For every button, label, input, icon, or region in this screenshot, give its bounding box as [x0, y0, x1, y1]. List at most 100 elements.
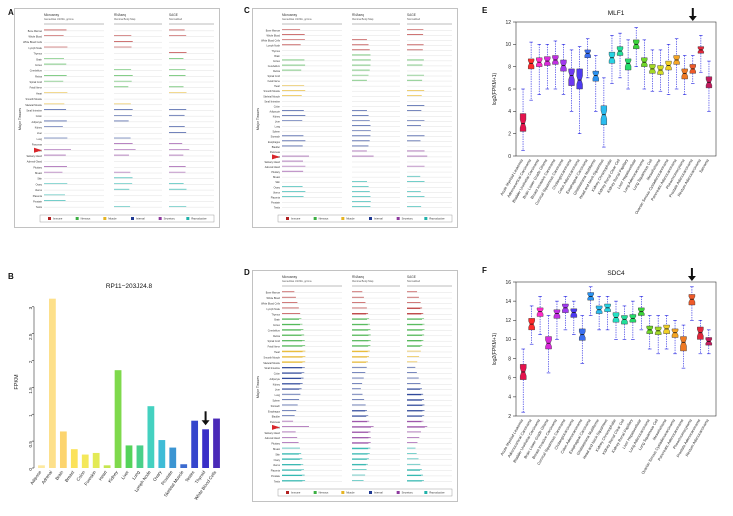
tissue-label: Spinal Cord — [30, 81, 43, 84]
tissue-label: Brain — [36, 58, 42, 61]
bar — [59, 431, 67, 468]
tissue-label: Liver — [275, 121, 280, 124]
x-tick-label: Heart — [98, 469, 109, 481]
legend-box — [277, 214, 453, 223]
box — [545, 336, 552, 350]
tissue-label: Skeletal Muscle — [263, 362, 280, 365]
legend-label: Muscle — [108, 217, 117, 221]
bar — [191, 420, 199, 468]
tissue-label: Stomach — [271, 405, 281, 408]
legend-box — [277, 488, 453, 497]
tissue-label: Breast — [35, 172, 42, 175]
panel-label-f: F — [482, 266, 487, 275]
tissue-label: Pancreas — [270, 421, 281, 424]
y-tick-label: 10 — [505, 42, 511, 48]
box — [671, 328, 679, 338]
tissue-label: Retina — [273, 70, 281, 73]
box — [576, 68, 583, 90]
tissue-label: Cortex — [35, 64, 43, 67]
tissue-label: Liver — [275, 389, 280, 392]
tissue-label: Lung — [275, 394, 281, 397]
plot-frame — [515, 281, 717, 417]
y-tick-label: 0 — [508, 154, 511, 160]
tissue-label: Smooth Muscle — [264, 356, 281, 359]
column-header: RNAseq — [114, 13, 126, 17]
arrow-head-icon — [687, 276, 696, 281]
y-tick-label: 0.5 — [28, 441, 33, 448]
legend-swatch — [313, 217, 317, 220]
box — [562, 303, 569, 313]
tissue-label: Thymus — [271, 313, 280, 316]
y-tick-label: 2 — [508, 131, 511, 137]
tissue-label: Brain — [274, 319, 280, 322]
tissue-label: Cortex — [273, 324, 281, 327]
tissue-label: Bladder — [272, 146, 280, 149]
legend-swatch — [186, 217, 190, 220]
y-tick-label: 2 — [508, 414, 511, 420]
legend-label: Reproductive — [429, 491, 445, 495]
tissue-label: Heart — [274, 85, 280, 88]
bar — [213, 418, 220, 468]
column-units: GeneAtlas U133A, gcrma — [282, 17, 312, 21]
legend-swatch — [75, 217, 79, 220]
tissue-label: Adipocyte — [270, 378, 281, 381]
legend-label: Immune — [291, 217, 301, 221]
tissue-label: Skeletal Muscle — [263, 95, 280, 98]
column-header: RNAseq — [352, 275, 364, 279]
legend-swatch — [286, 217, 289, 220]
column-units: Illumina Body Map — [352, 17, 374, 21]
legend-label: Reproductive — [191, 217, 207, 221]
box — [681, 68, 688, 80]
tissue-label: Salivary Gland — [26, 155, 42, 158]
chart-title: RP11−203J24.8 — [106, 283, 153, 290]
box — [697, 326, 704, 340]
tissue-label: Fetal Nerve — [268, 346, 281, 349]
bar — [103, 465, 111, 468]
legend-label: Secretory — [164, 217, 176, 221]
tissue-label: Small Intestine — [26, 109, 42, 112]
bar — [202, 429, 209, 468]
legend-label: Immune — [53, 217, 63, 221]
legend-swatch — [369, 491, 372, 494]
tissue-label: Whole Blood — [28, 36, 42, 39]
legend-swatch — [286, 491, 289, 494]
tissue-label: Fetal Nerve — [268, 80, 281, 83]
tissue-label: Salivary Gland — [264, 161, 280, 164]
tissue-label: Placenta — [271, 470, 281, 473]
tissue-label: Pituitary — [271, 171, 280, 174]
tissue-label: Cerebellum — [268, 65, 280, 68]
legend-swatch — [341, 217, 345, 220]
tissue-label: Lymph Node — [29, 47, 43, 50]
legend-label: Nervous — [81, 217, 91, 221]
panel-frame — [252, 8, 458, 228]
column-header: Microarray — [44, 13, 59, 17]
legend-swatch — [396, 217, 400, 220]
x-tick-label: Kidney — [107, 469, 119, 484]
legend-box — [39, 214, 215, 223]
tissue-label: Lung — [275, 126, 281, 129]
panel-label-a: A — [8, 8, 14, 17]
y-axis-label: log2(FPKM+1) — [492, 72, 498, 105]
tissue-label: Uterus — [273, 191, 281, 194]
thyroid-marker-icon — [272, 154, 280, 160]
tissue-label: Adrenal Gland — [265, 166, 281, 169]
tissue-label: Pituitary — [271, 443, 280, 446]
tissue-label: Whole Blood — [266, 297, 280, 300]
column-units: Illumina Body Map — [114, 17, 136, 21]
y-axis-title: Major Tissues — [256, 376, 260, 398]
tissue-label: Stomach — [271, 136, 281, 139]
tissue-label: Smooth Muscle — [264, 90, 281, 93]
y-tick-label: 8 — [508, 64, 511, 70]
tissue-label: Testis — [274, 480, 281, 483]
y-tick-label: 6 — [508, 87, 511, 93]
y-tick-label: 6 — [508, 376, 511, 382]
panel-frame — [252, 270, 458, 502]
column-header: Microarray — [282, 13, 297, 17]
x-tick-label: Sarcoma — [699, 158, 711, 174]
legend-swatch — [158, 217, 162, 220]
tissue-label: Retina — [273, 335, 281, 338]
tissue-label: Small Intestine — [264, 367, 280, 370]
tissue-label: Pancreas — [270, 151, 281, 154]
